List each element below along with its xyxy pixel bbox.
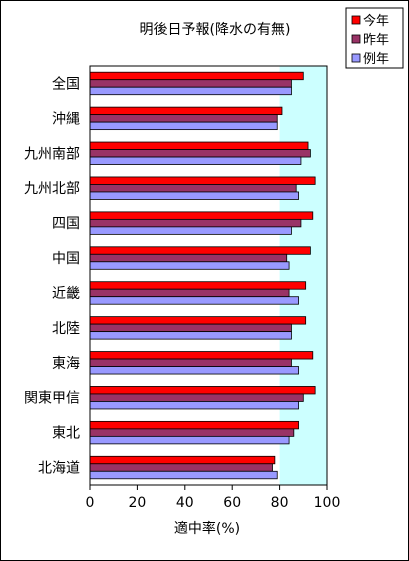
category-label: 関東甲信: [24, 391, 80, 407]
bar-3-2: [89, 149, 311, 158]
x-tick-label: 40: [176, 495, 194, 511]
bar-9-2: [89, 358, 292, 367]
category-label: 東海: [52, 356, 80, 372]
legend-swatch: [351, 53, 361, 63]
bar-2-1: [89, 106, 283, 116]
bar-12-3: [89, 470, 278, 480]
bar-3-3: [89, 156, 302, 165]
category-label: 九州北部: [24, 181, 80, 197]
category-label: 中国: [52, 251, 80, 267]
bar-10-2: [89, 393, 304, 402]
x-tick-label: 60: [223, 495, 241, 511]
category-label: 沖縄: [52, 111, 80, 127]
bar-6-2: [89, 253, 288, 263]
bar-10-3: [89, 401, 299, 410]
bar-8-2: [89, 323, 292, 333]
bar-1-2: [89, 79, 292, 88]
bar-11-2: [89, 428, 295, 437]
bar-12-1: [89, 455, 276, 465]
bar-10-1: [89, 386, 316, 395]
bar-6-3: [89, 261, 290, 270]
bar-12-2: [89, 463, 273, 472]
bar-7-1: [89, 281, 307, 290]
x-tick-label: 80: [271, 495, 289, 511]
category-label: 九州南部: [24, 146, 80, 162]
bar-9-1: [89, 351, 314, 360]
category-label: 北陸: [52, 321, 80, 337]
bar-7-3: [89, 296, 299, 305]
category-label: 東北: [52, 426, 80, 442]
legend-label: 例年: [363, 52, 389, 67]
bar-7-2: [89, 288, 290, 298]
plot-border: [89, 65, 328, 486]
category-label: 北海道: [38, 461, 80, 477]
bar-2-2: [89, 114, 278, 123]
bar-2-3: [89, 121, 278, 131]
bar-8-3: [89, 331, 292, 340]
category-label: 四国: [52, 216, 80, 232]
category-label: 近畿: [52, 286, 80, 302]
x-tick-label: 100: [314, 495, 341, 511]
legend-swatch: [351, 34, 361, 44]
bar-9-3: [89, 366, 299, 375]
legend-label: 今年: [363, 13, 389, 29]
category-label: 全国: [52, 75, 80, 92]
bar-4-1: [89, 176, 316, 185]
bar-1-3: [89, 86, 292, 96]
bar-5-2: [89, 218, 302, 228]
x-tick-label: 0: [86, 495, 95, 511]
bar-1-1: [89, 71, 304, 81]
x-tick-label: 20: [128, 495, 146, 511]
chart-title: 明後日予報(降水の有無): [140, 22, 291, 38]
legend-label: 昨年: [363, 33, 389, 48]
bar-6-1: [89, 246, 311, 255]
bar-11-1: [89, 420, 299, 430]
legend-swatch: [351, 15, 361, 25]
x-axis-title: 適中率(%): [174, 520, 240, 537]
bar-5-1: [89, 211, 314, 220]
bar-5-3: [89, 226, 292, 235]
bar-4-3: [89, 191, 299, 200]
bar-4-2: [89, 184, 297, 193]
bar-3-1: [89, 141, 309, 150]
highlight-band: [279, 66, 327, 485]
bar-8-1: [89, 316, 307, 325]
bar-11-3: [89, 435, 290, 445]
